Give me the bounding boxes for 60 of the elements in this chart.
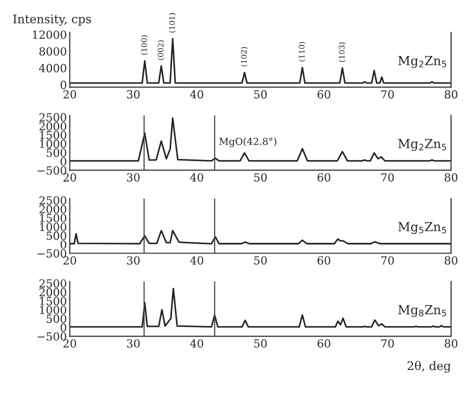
y-tick-label: 1000 xyxy=(40,222,66,232)
x-tick-label: 80 xyxy=(444,339,458,348)
annotation: Mg$_{8}$Zn$_{5}$ xyxy=(398,305,446,317)
y-tick-label: 0 xyxy=(60,323,66,332)
x-tick-label: 30 xyxy=(127,90,140,99)
annotation: Mg$_{5}$Zn$_{5}$ xyxy=(398,222,446,234)
x-tick-label: 50 xyxy=(254,90,267,99)
x-tick-label: 60 xyxy=(318,173,330,182)
x-tick-label: 70 xyxy=(381,339,394,348)
y-tick-label: 500 xyxy=(46,314,66,323)
y-tick-label: 0 xyxy=(60,157,66,166)
x-tick-label: 20 xyxy=(63,339,76,348)
y-tick-label: 4000 xyxy=(39,64,66,72)
x-tick-label: 50 xyxy=(254,256,267,265)
x-tick-label: 60 xyxy=(318,90,330,99)
x-tick-label: 80 xyxy=(444,173,458,182)
x-tick-label: 60 xyxy=(318,339,330,348)
y-tick-label: 2000 xyxy=(39,122,66,130)
x-tick-label: 40 xyxy=(190,90,204,99)
y-tick-label: −500 xyxy=(38,166,66,175)
y-tick-label: 2500 xyxy=(39,113,66,122)
y-tick-label: 12000 xyxy=(32,30,66,39)
y-tick-label: 2000 xyxy=(39,288,66,296)
x-tick-label: 50 xyxy=(254,339,267,348)
x-tick-label: 40 xyxy=(190,256,204,265)
x-tick-label: 40 xyxy=(190,339,204,348)
x-tick-label: 60 xyxy=(318,256,330,265)
y-tick-label: 2000 xyxy=(39,205,66,214)
y-tick-label: 0 xyxy=(60,240,66,249)
x-tick-label: 30 xyxy=(127,173,140,182)
y-tick-label: 0 xyxy=(60,80,66,90)
x-axis-title: 2θ, deg xyxy=(408,360,451,373)
y-tick-label: 2500 xyxy=(39,196,66,205)
y-tick-label: 1500 xyxy=(40,214,66,222)
x-tick-label: 40 xyxy=(190,173,204,182)
x-tick-label: 70 xyxy=(381,90,394,99)
x-tick-label: 50 xyxy=(254,173,267,182)
y-tick-label: 1000 xyxy=(40,140,66,148)
y-tick-label: 500 xyxy=(46,232,66,240)
y-tick-label: −500 xyxy=(38,249,66,258)
y-tick-label: −500 xyxy=(38,332,66,341)
y-tick-label: 500 xyxy=(46,148,66,157)
y-tick-label: 1500 xyxy=(40,130,66,140)
x-tick-label: 70 xyxy=(381,173,394,182)
annotation: MgO(42.8°) xyxy=(219,138,276,148)
y-tick-label: 2500 xyxy=(39,279,66,288)
annotation: Mg$_{2}$Zn$_{5}$ xyxy=(398,139,446,151)
y-tick-label: 8000 xyxy=(39,47,66,56)
x-tick-label: 30 xyxy=(127,339,140,348)
x-tick-label: 20 xyxy=(63,256,76,265)
x-tick-label: 20 xyxy=(63,90,76,99)
y-axis-title: Intensity, cps xyxy=(13,14,91,26)
x-tick-label: 70 xyxy=(381,256,394,265)
y-tick-label: 1500 xyxy=(40,296,66,306)
x-tick-label: 80 xyxy=(444,90,458,99)
x-tick-label: 30 xyxy=(127,256,140,265)
y-tick-label: 1000 xyxy=(40,306,66,314)
x-tick-label: 20 xyxy=(63,173,76,182)
x-tick-label: 80 xyxy=(444,256,458,265)
annotation: Mg$_{2}$Zn$_{5}$ xyxy=(398,56,446,68)
